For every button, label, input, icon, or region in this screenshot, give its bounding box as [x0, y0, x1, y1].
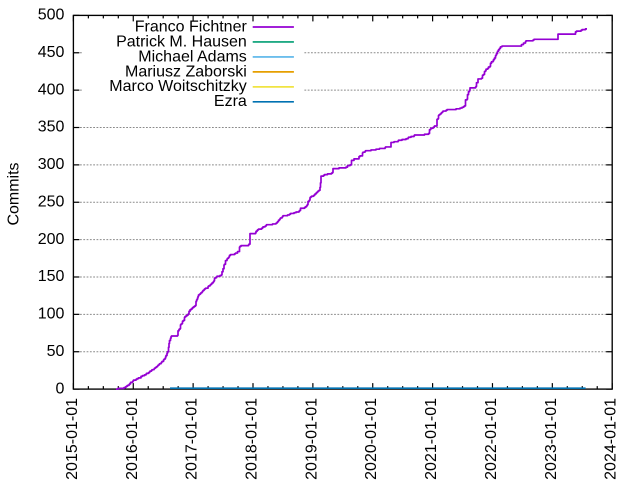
svg-text:Commits: Commits	[5, 162, 22, 225]
svg-text:50: 50	[47, 343, 65, 360]
svg-text:Michael Adams: Michael Adams	[138, 48, 247, 65]
svg-text:2019-01-01: 2019-01-01	[303, 398, 320, 480]
svg-text:2016-01-01: 2016-01-01	[124, 398, 141, 480]
svg-text:2020-01-01: 2020-01-01	[363, 398, 380, 480]
svg-text:2017-01-01: 2017-01-01	[184, 398, 201, 480]
svg-text:Marco Woitschitzky: Marco Woitschitzky	[109, 78, 247, 95]
svg-text:2021-01-01: 2021-01-01	[423, 398, 440, 480]
svg-text:450: 450	[38, 44, 65, 61]
svg-text:Franco Fichtner: Franco Fichtner	[135, 18, 248, 35]
svg-text:Mariusz Zaborski: Mariusz Zaborski	[125, 63, 247, 80]
svg-text:200: 200	[38, 231, 65, 248]
svg-text:2015-01-01: 2015-01-01	[64, 398, 81, 480]
svg-text:0: 0	[55, 380, 64, 397]
svg-text:150: 150	[38, 268, 65, 285]
svg-text:2022-01-01: 2022-01-01	[483, 398, 500, 480]
svg-text:Ezra: Ezra	[214, 93, 247, 110]
svg-text:300: 300	[38, 156, 65, 173]
svg-text:Patrick M. Hausen: Patrick M. Hausen	[116, 33, 247, 50]
svg-text:2024-01-01: 2024-01-01	[603, 398, 620, 480]
svg-text:400: 400	[38, 81, 65, 98]
svg-text:500: 500	[38, 7, 65, 24]
svg-text:100: 100	[38, 306, 65, 323]
svg-text:2023-01-01: 2023-01-01	[543, 398, 560, 480]
svg-text:2018-01-01: 2018-01-01	[244, 398, 261, 480]
svg-text:350: 350	[38, 119, 65, 136]
svg-text:250: 250	[38, 193, 65, 210]
